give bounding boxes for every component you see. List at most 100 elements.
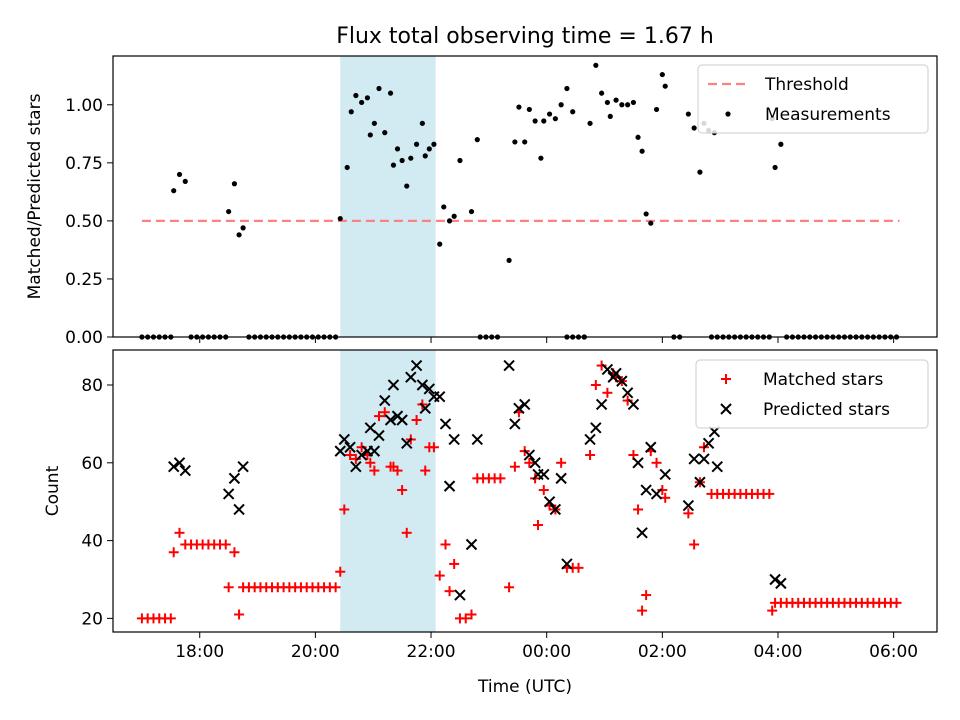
measurement-point (639, 148, 645, 154)
matched-point (174, 527, 185, 538)
measurement-point (732, 334, 738, 340)
matched-point (556, 457, 567, 468)
predicted-point (561, 558, 573, 570)
measurement-point (419, 120, 425, 126)
axes-frame (112, 55, 938, 338)
matched-point (683, 508, 694, 519)
matched-point (434, 570, 445, 581)
measurement-point (558, 102, 564, 108)
matched-point (350, 453, 361, 464)
matched-point (335, 566, 346, 577)
legend-frame (697, 64, 929, 134)
measurement-point (489, 334, 495, 340)
measurement-point (778, 141, 784, 147)
predicted-point (543, 495, 556, 508)
measurement-point (516, 104, 522, 110)
predicted-point (555, 472, 567, 485)
measurement-point (344, 164, 350, 171)
measurement-point (506, 257, 512, 263)
predicted-point (694, 476, 706, 488)
measurement-point (263, 334, 269, 340)
measurement-point (162, 334, 168, 340)
predicted-point (396, 414, 408, 426)
predicted-point (471, 433, 484, 446)
measurement-point (841, 334, 848, 340)
matched-point (596, 360, 607, 371)
legend-threshold-label: Threshold (764, 75, 849, 95)
predicted-point (338, 433, 351, 446)
measurement-point (451, 213, 457, 219)
measurement-point (648, 220, 654, 226)
predicted-point (610, 367, 622, 380)
measurement-point (818, 334, 824, 340)
matched-point (411, 415, 422, 426)
measurement-point (659, 71, 665, 78)
measurement-point (156, 334, 162, 340)
measurement-point (870, 334, 876, 340)
measurement-point (226, 208, 232, 215)
measurement-point (275, 334, 281, 340)
x-axis-label: Time (UTC) (477, 677, 572, 697)
matched-point (509, 461, 520, 472)
measurement-point (619, 102, 625, 108)
y-axis-label: Count (43, 465, 63, 516)
predicted-point (344, 441, 356, 453)
measurement-point (784, 334, 790, 340)
measurement-point (882, 334, 888, 340)
matched-point (466, 609, 477, 620)
predicted-point (509, 418, 521, 430)
measurement-point (298, 334, 304, 340)
y-tick-label: 20 (81, 609, 103, 629)
legend-top: Threshold Measurements (697, 64, 929, 134)
matched-point (622, 395, 633, 406)
measurement-point (315, 334, 321, 340)
predicted-point (233, 503, 245, 516)
y-tick-label: 40 (81, 532, 103, 552)
measurement-point (653, 106, 660, 113)
measurement-point (532, 118, 538, 124)
measurement-point (755, 334, 761, 340)
matched-point (651, 457, 662, 468)
predicted-point (616, 375, 628, 387)
matched-point (641, 590, 652, 601)
measurement-point (581, 334, 587, 340)
measurement-point (387, 90, 394, 96)
x-tick-label: 22:00 (407, 642, 456, 662)
predicted-point (179, 464, 191, 477)
matched-point (533, 520, 544, 531)
matched-point (440, 539, 451, 550)
predicted-point (423, 383, 436, 395)
measurement-point (677, 334, 683, 340)
x-tick-label: 06:00 (869, 642, 918, 662)
predicted-point (439, 418, 452, 430)
y-tick-label: 0.50 (65, 212, 103, 232)
predicted-point (601, 363, 614, 376)
measurement-point (474, 137, 480, 143)
measurement-point (714, 334, 720, 340)
measurement-point (760, 334, 767, 340)
measurement-point (772, 164, 778, 171)
measurement-point (408, 155, 414, 161)
legend-measurement-swatch (725, 111, 731, 117)
predicted-point (387, 379, 400, 391)
predicted-point (659, 468, 671, 481)
measurement-point (309, 334, 316, 340)
measurement-point (348, 109, 354, 115)
predicted-point (682, 499, 695, 512)
measurement-point (749, 334, 755, 340)
measurement-point (200, 334, 206, 340)
measurement-point (292, 334, 298, 340)
measurement-point (893, 334, 900, 340)
measurement-point (382, 130, 388, 136)
legend-measurement-label: Measurements (765, 105, 891, 125)
predicted-point (416, 379, 429, 391)
predicted-point (523, 449, 536, 461)
measurement-point (327, 334, 333, 340)
measurement-point (304, 334, 310, 340)
measurement-point (176, 171, 183, 178)
predicted-point (595, 398, 608, 411)
matched-point (633, 504, 644, 515)
measurement-point (888, 334, 894, 340)
y-tick-label: 60 (81, 454, 103, 474)
